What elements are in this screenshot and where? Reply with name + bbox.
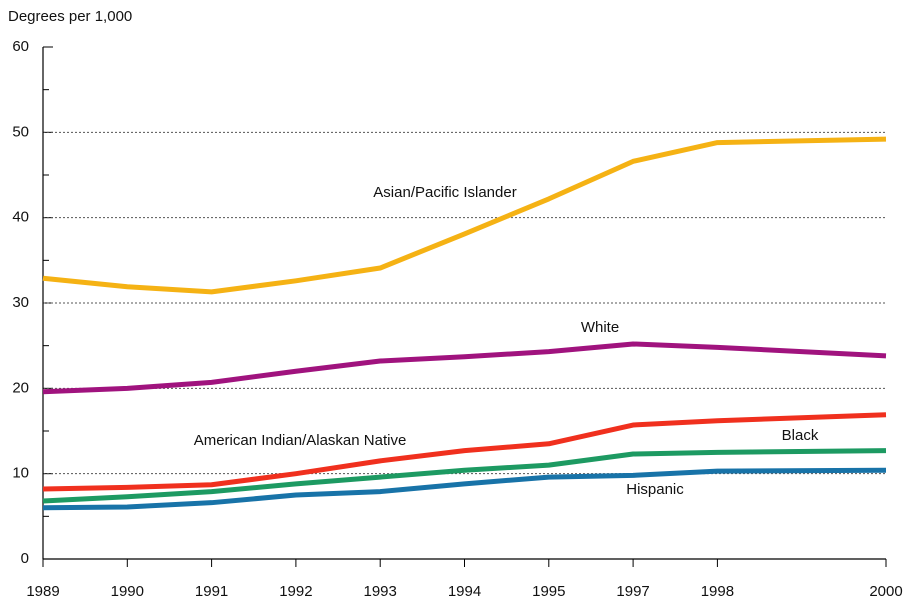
x-tick-label: 1991 — [195, 583, 228, 600]
y-tick-label: 0 — [21, 550, 29, 567]
y-axis-label: Degrees per 1,000 — [8, 8, 132, 25]
line-series — [42, 467, 887, 511]
series-label: Black — [782, 427, 819, 444]
series-label: Hispanic — [626, 481, 684, 498]
y-tick-label: 10 — [12, 465, 29, 482]
x-tick-label: 1990 — [111, 583, 144, 600]
y-tick-label: 30 — [12, 294, 29, 311]
x-tick-label: 1994 — [448, 583, 481, 600]
x-tick-label: 1993 — [364, 583, 397, 600]
series-label: White — [581, 319, 619, 336]
x-tick-label: 1997 — [616, 583, 649, 600]
x-tick-label: 1992 — [279, 583, 312, 600]
series-label: Asian/Pacific Islander — [373, 184, 516, 201]
y-tick-label: 20 — [12, 379, 29, 396]
y-tick-label: 50 — [12, 123, 29, 140]
line-series — [42, 448, 887, 504]
line-series — [42, 136, 887, 295]
x-tick-label: 1998 — [701, 583, 734, 600]
y-tick-label: 40 — [12, 209, 29, 226]
x-tick-label: 2000 — [869, 583, 902, 600]
line-series — [42, 341, 887, 395]
y-tick-label: 60 — [12, 38, 29, 55]
series-label: American Indian/Alaskan Native — [194, 432, 407, 449]
line-series — [42, 412, 887, 492]
x-tick-label: 1995 — [532, 583, 565, 600]
x-tick-label: 1989 — [26, 583, 59, 600]
